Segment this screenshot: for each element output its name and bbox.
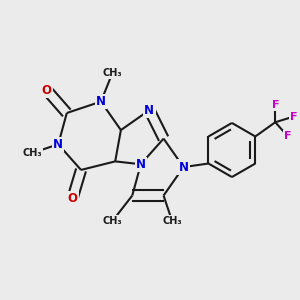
Text: CH₃: CH₃ <box>103 216 122 226</box>
Text: CH₃: CH₃ <box>103 68 122 78</box>
Text: F: F <box>272 100 279 110</box>
Text: N: N <box>96 95 106 108</box>
Text: O: O <box>68 192 77 205</box>
Text: CH₃: CH₃ <box>162 216 182 226</box>
Text: N: N <box>53 138 63 151</box>
Text: F: F <box>290 112 298 122</box>
Text: O: O <box>42 84 52 97</box>
Text: N: N <box>144 103 154 117</box>
Text: F: F <box>284 131 292 142</box>
Text: N: N <box>178 160 188 174</box>
Text: CH₃: CH₃ <box>23 148 42 158</box>
Text: N: N <box>136 158 146 171</box>
